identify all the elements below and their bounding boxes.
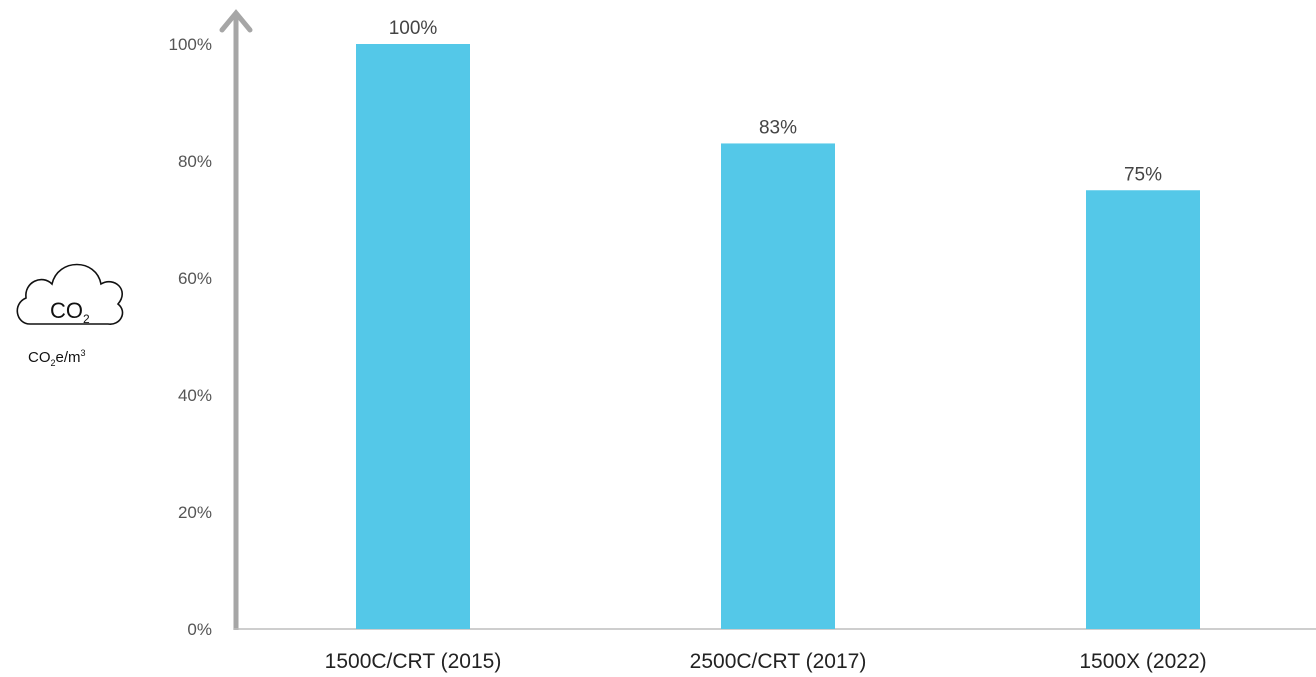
data-label: 100%	[389, 18, 438, 39]
y-tick-label: 80%	[178, 152, 212, 171]
y-tick-label: 100%	[169, 35, 212, 54]
co2-icon-text: CO2	[50, 298, 90, 326]
data-labels: 100% 83% 75%	[389, 18, 1162, 185]
y-tick-label: 20%	[178, 503, 212, 522]
y-axis-unit-label: CO2e/m3	[28, 348, 86, 368]
data-label: 75%	[1124, 164, 1162, 185]
category-label: 2500C/CRT (2017)	[690, 650, 867, 673]
bars	[356, 44, 1200, 629]
bar	[1086, 190, 1200, 629]
category-label: 1500C/CRT (2015)	[325, 650, 502, 673]
y-tick-labels: 0% 20% 40% 60% 80% 100%	[169, 35, 212, 639]
bar	[721, 143, 835, 629]
co2-cloud-icon: CO2	[16, 263, 124, 326]
category-labels: 1500C/CRT (2015) 2500C/CRT (2017) 1500X (2…	[325, 650, 1207, 673]
bar	[356, 44, 470, 629]
y-tick-label: 0%	[187, 620, 212, 639]
y-tick-label: 60%	[178, 269, 212, 288]
data-label: 83%	[759, 117, 797, 138]
y-tick-label: 40%	[178, 386, 212, 405]
y-axis-arrow-icon	[219, 9, 253, 33]
category-label: 1500X (2022)	[1079, 650, 1206, 673]
